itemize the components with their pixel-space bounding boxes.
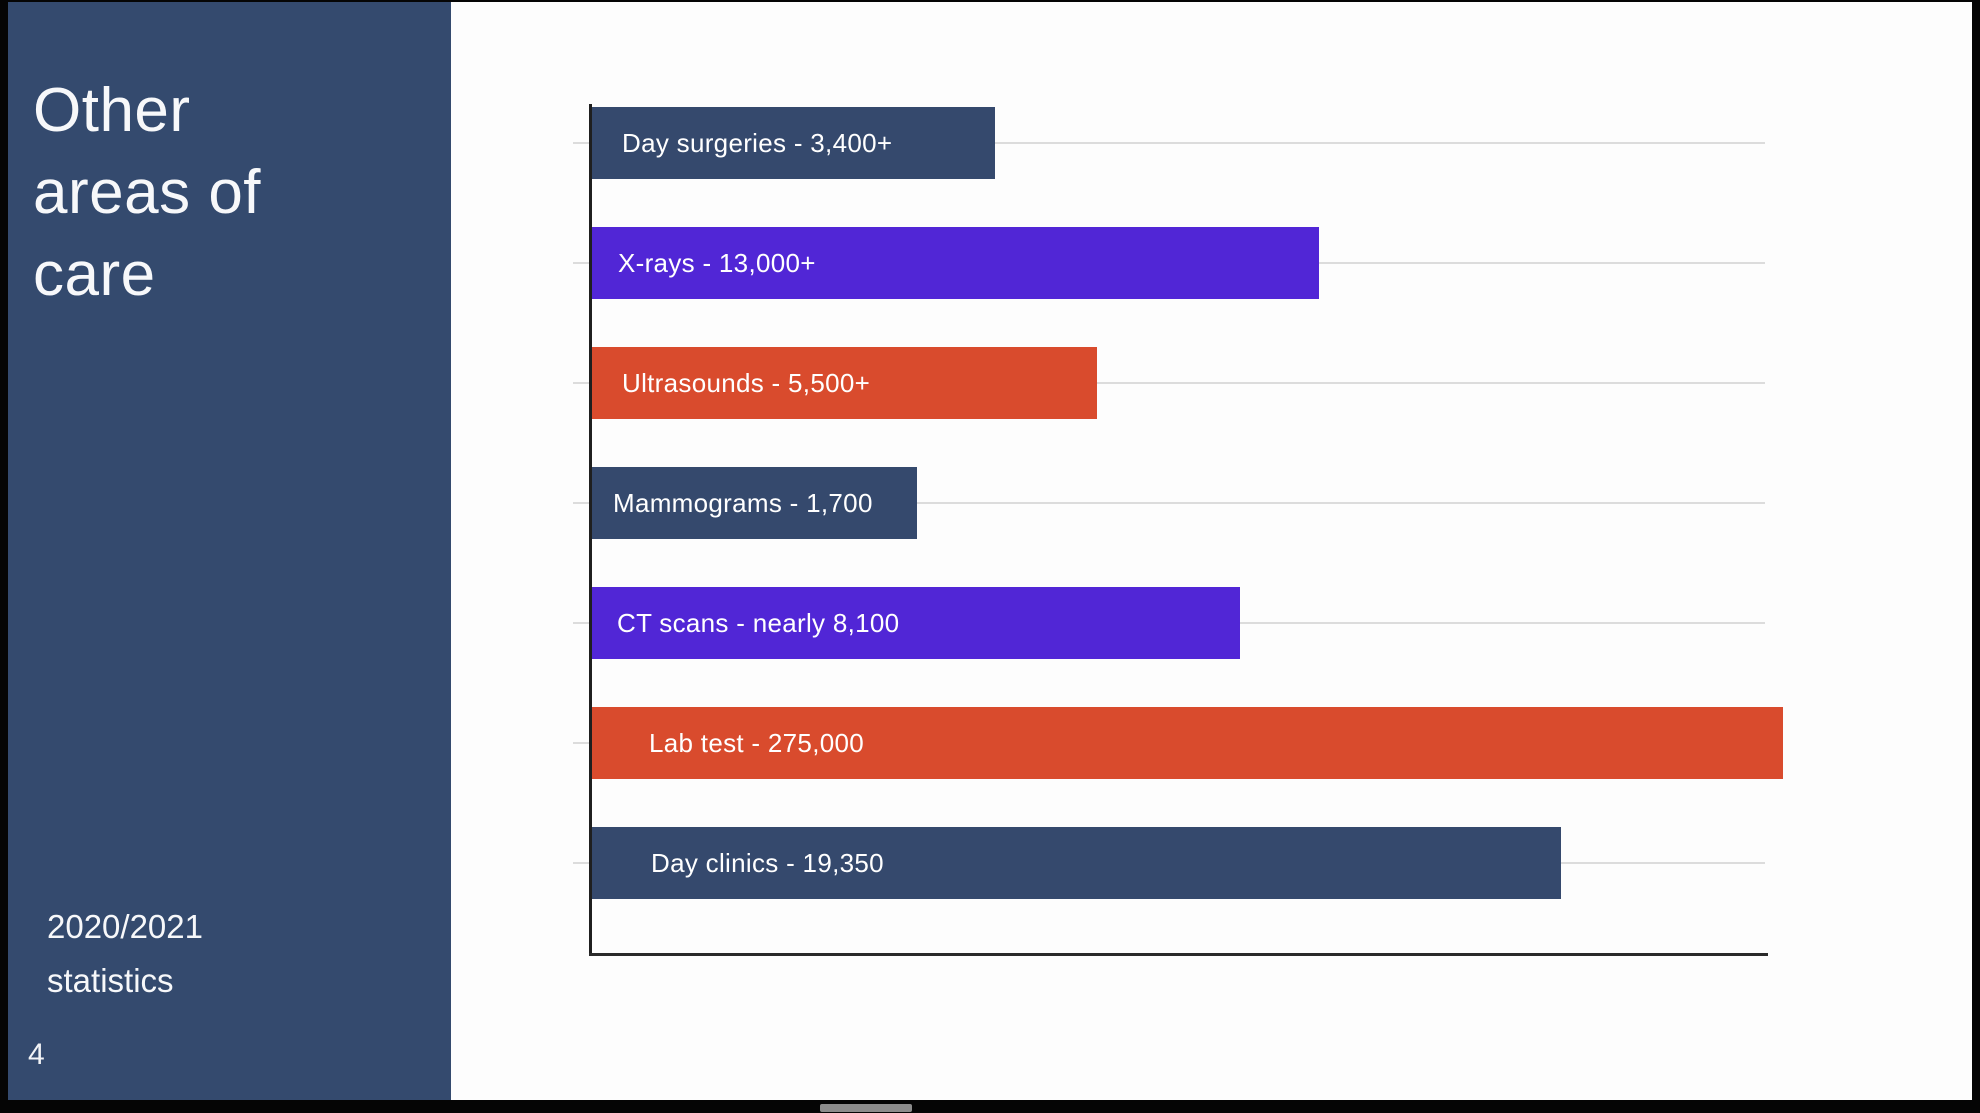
gridline	[573, 142, 1765, 144]
page-number: 4	[28, 1038, 45, 1071]
bar-label: CT scans - nearly 8,100	[617, 607, 900, 638]
bar-label: X-rays - 13,000+	[618, 247, 816, 278]
chart-bar-day-clinics: Day clinics - 19,350	[592, 827, 1561, 899]
chart-bar-lab-test: Lab test - 275,000	[592, 707, 1783, 779]
chart-bar-mammograms: Mammograms - 1,700	[592, 467, 917, 539]
bar-chart: Day surgeries - 3,400+ X-rays - 13,000+ Ul…	[8, 2, 1972, 1100]
chart-bar-ct-scans: CT scans - nearly 8,100	[592, 587, 1240, 659]
bar-label: Day surgeries - 3,400+	[622, 127, 893, 158]
slide-subtitle-line: statistics	[47, 962, 174, 999]
gridline	[573, 382, 1765, 384]
slide: Other areas of care 2020/2021 statistics 4 …	[8, 2, 1972, 1100]
chart-bar-day-surgeries: Day surgeries - 3,400+	[592, 107, 995, 179]
sidebar: Other areas of care 2020/2021 statistics 4	[8, 2, 451, 1100]
chart-bar-x-rays: X-rays - 13,000+	[592, 227, 1319, 299]
slide-subtitle-line: 2020/2021	[47, 908, 203, 945]
slide-title-line: Other	[33, 76, 191, 145]
scrollbar-handle[interactable]	[820, 1104, 912, 1112]
bar-label: Lab test - 275,000	[649, 727, 864, 758]
gridline	[573, 502, 1765, 504]
slide-subtitle: 2020/2021 statistics	[47, 900, 203, 1008]
bar-label: Day clinics - 19,350	[651, 847, 884, 878]
slide-title: Other areas of care	[33, 70, 261, 316]
slide-title-line: areas of	[33, 158, 262, 227]
y-axis-line	[589, 104, 592, 956]
chart-bar-ultrasounds: Ultrasounds - 5,500+	[592, 347, 1097, 419]
bar-label: Mammograms - 1,700	[613, 487, 873, 518]
bar-label: Ultrasounds - 5,500+	[622, 367, 871, 398]
slide-title-line: care	[33, 240, 156, 309]
x-axis-line	[589, 953, 1768, 956]
